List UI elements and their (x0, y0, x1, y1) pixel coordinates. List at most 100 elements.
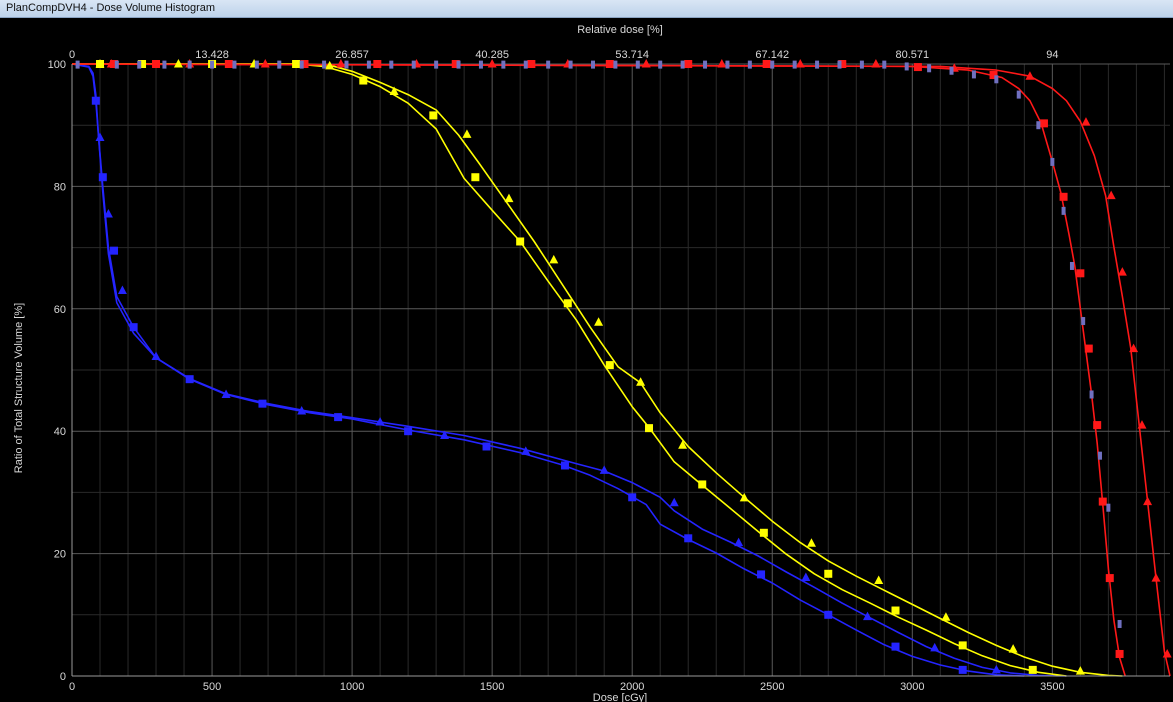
lavender-tick-marker (904, 62, 909, 71)
lavender-tick-marker (703, 60, 708, 69)
yellow-triangle-marker (678, 440, 688, 449)
blue-square-marker (91, 96, 100, 105)
dvh-chart[interactable]: 0 500 1000 1500 2000 2500 3000 3500020406080100… (0, 18, 1173, 702)
red-square-marker (110, 60, 119, 68)
red-triangle-marker (871, 59, 881, 68)
series-line-2 (72, 63, 1067, 677)
lavender-tick-marker (137, 60, 142, 69)
yellow-square-marker (698, 480, 707, 489)
top-tick-label: 40.285 (475, 49, 509, 61)
blue-triangle-marker (734, 537, 744, 547)
red-triangle-marker (1081, 117, 1091, 126)
lavender-tick-marker (546, 60, 551, 69)
red-square-marker (838, 60, 847, 68)
yellow-square-marker (824, 569, 833, 578)
lavender-tick-marker (859, 60, 864, 69)
red-square-marker (373, 60, 382, 68)
x-tick-label: 0 (69, 681, 75, 693)
blue-square-marker (757, 570, 766, 579)
yellow-square-marker (1028, 665, 1037, 674)
lavender-tick-marker (725, 60, 730, 69)
red-square-marker (1105, 574, 1114, 583)
red-square-marker (913, 63, 922, 72)
red-triangle-marker (1025, 71, 1035, 80)
series-layer (71, 63, 1171, 677)
red-triangle-marker (717, 59, 727, 68)
series-line-1 (71, 63, 1067, 677)
yellow-square-marker (292, 60, 301, 68)
red-square-marker (1093, 421, 1102, 430)
lavender-tick-marker (680, 60, 685, 69)
lavender-tick-marker (1089, 390, 1094, 399)
y-tick-label: 100 (48, 59, 66, 71)
lavender-tick-marker (613, 60, 618, 69)
yellow-square-marker (759, 528, 768, 537)
blue-square-marker (185, 375, 194, 384)
yellow-square-marker (429, 111, 438, 120)
series-line-4 (71, 63, 1126, 677)
lavender-tick-marker (389, 60, 394, 69)
yellow-triangle-marker (95, 59, 105, 68)
lavender-tick-marker (1061, 206, 1066, 215)
lavender-tick-marker (523, 60, 528, 69)
red-square-marker (1098, 497, 1107, 506)
yellow-square-marker (138, 60, 147, 68)
lavender-tick-marker (478, 60, 483, 69)
yellow-square-marker (958, 641, 967, 650)
lavender-tick-marker (299, 60, 304, 69)
red-triangle-marker (1129, 343, 1139, 353)
lavender-tick-marker (411, 60, 416, 69)
yellow-triangle-marker (325, 60, 335, 70)
lavender-tick-marker (1069, 261, 1074, 270)
blue-square-marker (891, 642, 900, 651)
yellow-triangle-marker (504, 193, 514, 203)
red-triangle-marker (641, 59, 651, 68)
lavender-tick-marker (882, 60, 887, 69)
lavender-tick-marker (1036, 121, 1041, 130)
x-tick-label: 3500 (1040, 681, 1064, 693)
blue-square-marker (560, 461, 569, 470)
window-titlebar: PlanCompDVH4 - Dose Volume Histogram (0, 0, 1173, 18)
red-triangle-marker (336, 59, 346, 68)
yellow-square-marker (563, 299, 572, 308)
yellow-square-marker (359, 76, 368, 85)
x-axis-label: Dose [cGy] (593, 692, 647, 702)
yellow-square-marker (645, 424, 654, 433)
blue-square-marker (958, 665, 967, 674)
top-tick-label: 13.428 (195, 49, 229, 61)
lavender-tick-marker (1106, 503, 1111, 512)
blue-square-marker (824, 610, 833, 619)
lavender-tick-marker (434, 60, 439, 69)
lavender-tick-marker (994, 75, 999, 84)
yellow-triangle-marker (874, 575, 884, 585)
yellow-triangle-marker (462, 129, 472, 138)
red-triangle-marker (106, 59, 116, 68)
top-tick-label: 53.714 (615, 49, 649, 61)
top-tick-label: 26.857 (335, 49, 369, 61)
yellow-square-marker (605, 361, 614, 370)
blue-triangle-marker (103, 208, 113, 218)
red-square-marker (1059, 192, 1068, 201)
lavender-tick-marker (501, 60, 506, 69)
blue-square-marker (98, 173, 107, 182)
x-tick-label: 1500 (480, 681, 504, 693)
lavender-tick-marker (344, 60, 349, 69)
lavender-tick-marker (815, 60, 820, 69)
red-square-marker (605, 60, 614, 68)
yellow-triangle-marker (739, 492, 749, 502)
lavender-tick-marker (1050, 157, 1055, 166)
lavender-tick-marker (971, 70, 976, 79)
red-square-marker (152, 60, 161, 68)
red-triangle-marker (1143, 496, 1153, 506)
y-tick-label: 20 (54, 549, 66, 561)
red-square-marker (300, 60, 309, 68)
yellow-square-marker (891, 606, 900, 615)
red-triangle-marker (795, 59, 805, 68)
red-square-marker (527, 60, 536, 68)
yellow-triangle-marker (636, 377, 646, 386)
red-triangle-marker (1151, 573, 1161, 582)
blue-triangle-marker (375, 417, 385, 426)
blue-triangle-marker (862, 611, 872, 621)
lavender-tick-marker (322, 60, 327, 69)
yellow-triangle-marker (389, 86, 399, 96)
